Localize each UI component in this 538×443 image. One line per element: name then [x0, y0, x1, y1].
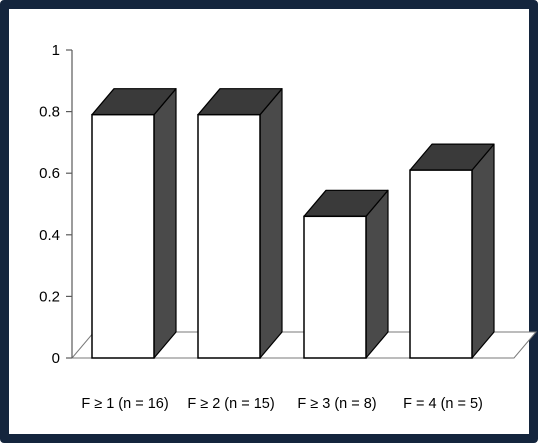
x-category-label: F ≥ 3 (n = 8)	[297, 396, 376, 412]
x-category-label: F ≥ 1 (n = 16)	[81, 396, 168, 412]
y-tick-label: 1	[52, 42, 60, 59]
bar-side-face	[153, 88, 177, 359]
bar-front-face	[197, 113, 261, 359]
bar-front-face	[409, 169, 473, 359]
bar-side-face	[471, 143, 495, 359]
y-tick-label: 0.8	[39, 104, 60, 121]
y-tick-label: 0	[52, 350, 60, 367]
bar-front-face	[91, 113, 155, 359]
bar	[197, 88, 283, 359]
bar-front-face	[303, 215, 367, 359]
bar-side-face	[365, 189, 389, 359]
x-category-label: F = 4 (n = 5)	[403, 396, 483, 412]
bar	[303, 189, 389, 359]
bar	[409, 143, 495, 359]
bar	[91, 88, 177, 359]
y-tick-label: 0.2	[39, 288, 60, 305]
y-tick-label: 0.4	[39, 227, 60, 244]
y-tick-label: 0.6	[39, 165, 60, 182]
bar-side-face	[259, 88, 283, 359]
x-category-label: F ≥ 2 (n = 15)	[187, 396, 274, 412]
